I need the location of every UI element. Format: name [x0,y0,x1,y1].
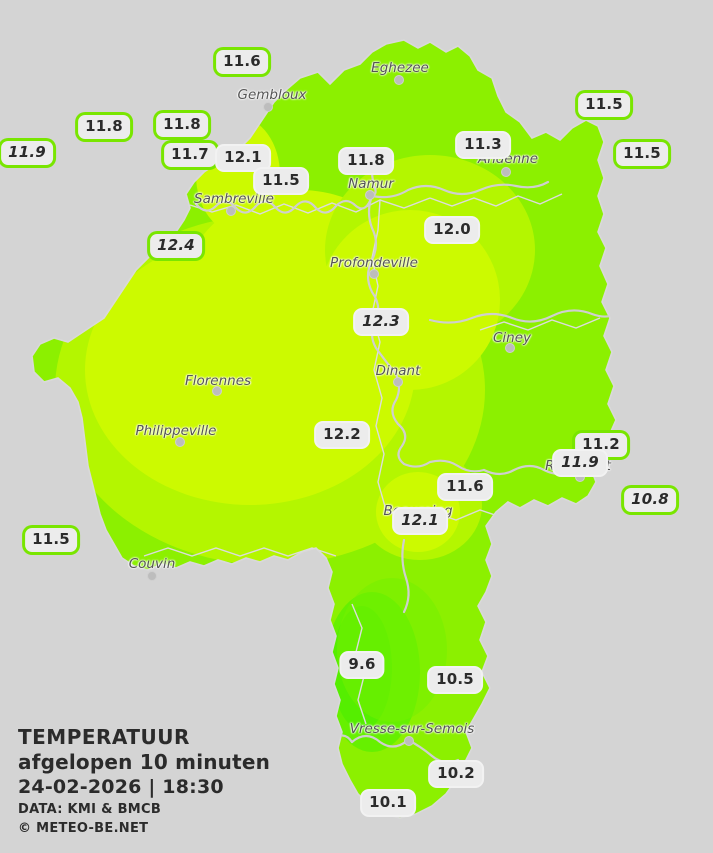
temperature-label: 11.5 [578,93,630,117]
city-marker-dot [226,206,236,216]
city-label: Couvin [128,556,176,572]
temperature-label: 12.3 [355,310,407,334]
temperature-label: 10.2 [430,762,482,786]
city-label: Namur [348,176,394,192]
temperature-label: 11.6 [439,475,491,499]
city-label: Dinant [375,363,421,379]
city-marker-dot [501,167,511,177]
city-label: Philippeville [135,423,217,439]
city-marker-dot [393,377,403,387]
city-marker-dot [369,269,379,279]
temperature-label: 10.5 [429,668,481,692]
city-label: Sambreville [194,191,274,207]
caption-copyright: © METEO-BE.NET [18,821,149,837]
temperature-label: 11.6 [216,50,268,74]
city-label: Vresse-sur-Semois [349,721,475,737]
city-marker-dot [147,571,157,581]
city-marker-dot [263,102,273,112]
temperature-label: 10.1 [362,791,414,815]
city-marker-dot [175,437,185,447]
temperature-label: 11.3 [457,133,509,157]
city-label: Gembloux [237,87,307,103]
city-marker-dot [212,386,222,396]
city-label: Profondeville [330,255,418,271]
caption-data-source: DATA: KMI & BMCB [18,802,162,818]
city-marker-dot [365,190,375,200]
city-marker-dot [404,736,414,746]
temperature-label: 12.0 [426,218,478,242]
city-marker-dot [505,343,515,353]
caption-subtitle: afgelopen 10 minuten [18,749,271,774]
temperature-label: 10.8 [624,488,676,512]
map-caption: TEMPERATUUR afgelopen 10 minuten 24-02-2… [18,725,270,839]
temperature-label: 12.1 [217,146,269,170]
temperature-label: 11.5 [616,142,668,166]
temperature-label: 9.6 [341,653,383,677]
temperature-label: 11.9 [554,451,606,475]
temperature-label: 11.9 [1,141,53,165]
temperature-label: 12.2 [316,423,368,447]
temperature-label: 11.5 [255,169,307,193]
caption-title: TEMPERATUUR [18,724,190,749]
temperature-label: 12.1 [394,509,446,533]
temperature-label: 11.8 [78,115,130,139]
city-marker-dot [394,75,404,85]
city-label: Eghezee [371,60,429,76]
city-label: Florennes [184,373,252,389]
temperature-label: 11.8 [156,113,208,137]
temperature-label: 12.4 [150,234,202,258]
city-label: Ciney [492,330,532,346]
temperature-label: 11.5 [25,528,77,552]
caption-datetime: 24-02-2026 | 18:30 [18,775,224,798]
temperature-label: 11.7 [164,143,216,167]
temperature-label: 11.8 [340,149,392,173]
